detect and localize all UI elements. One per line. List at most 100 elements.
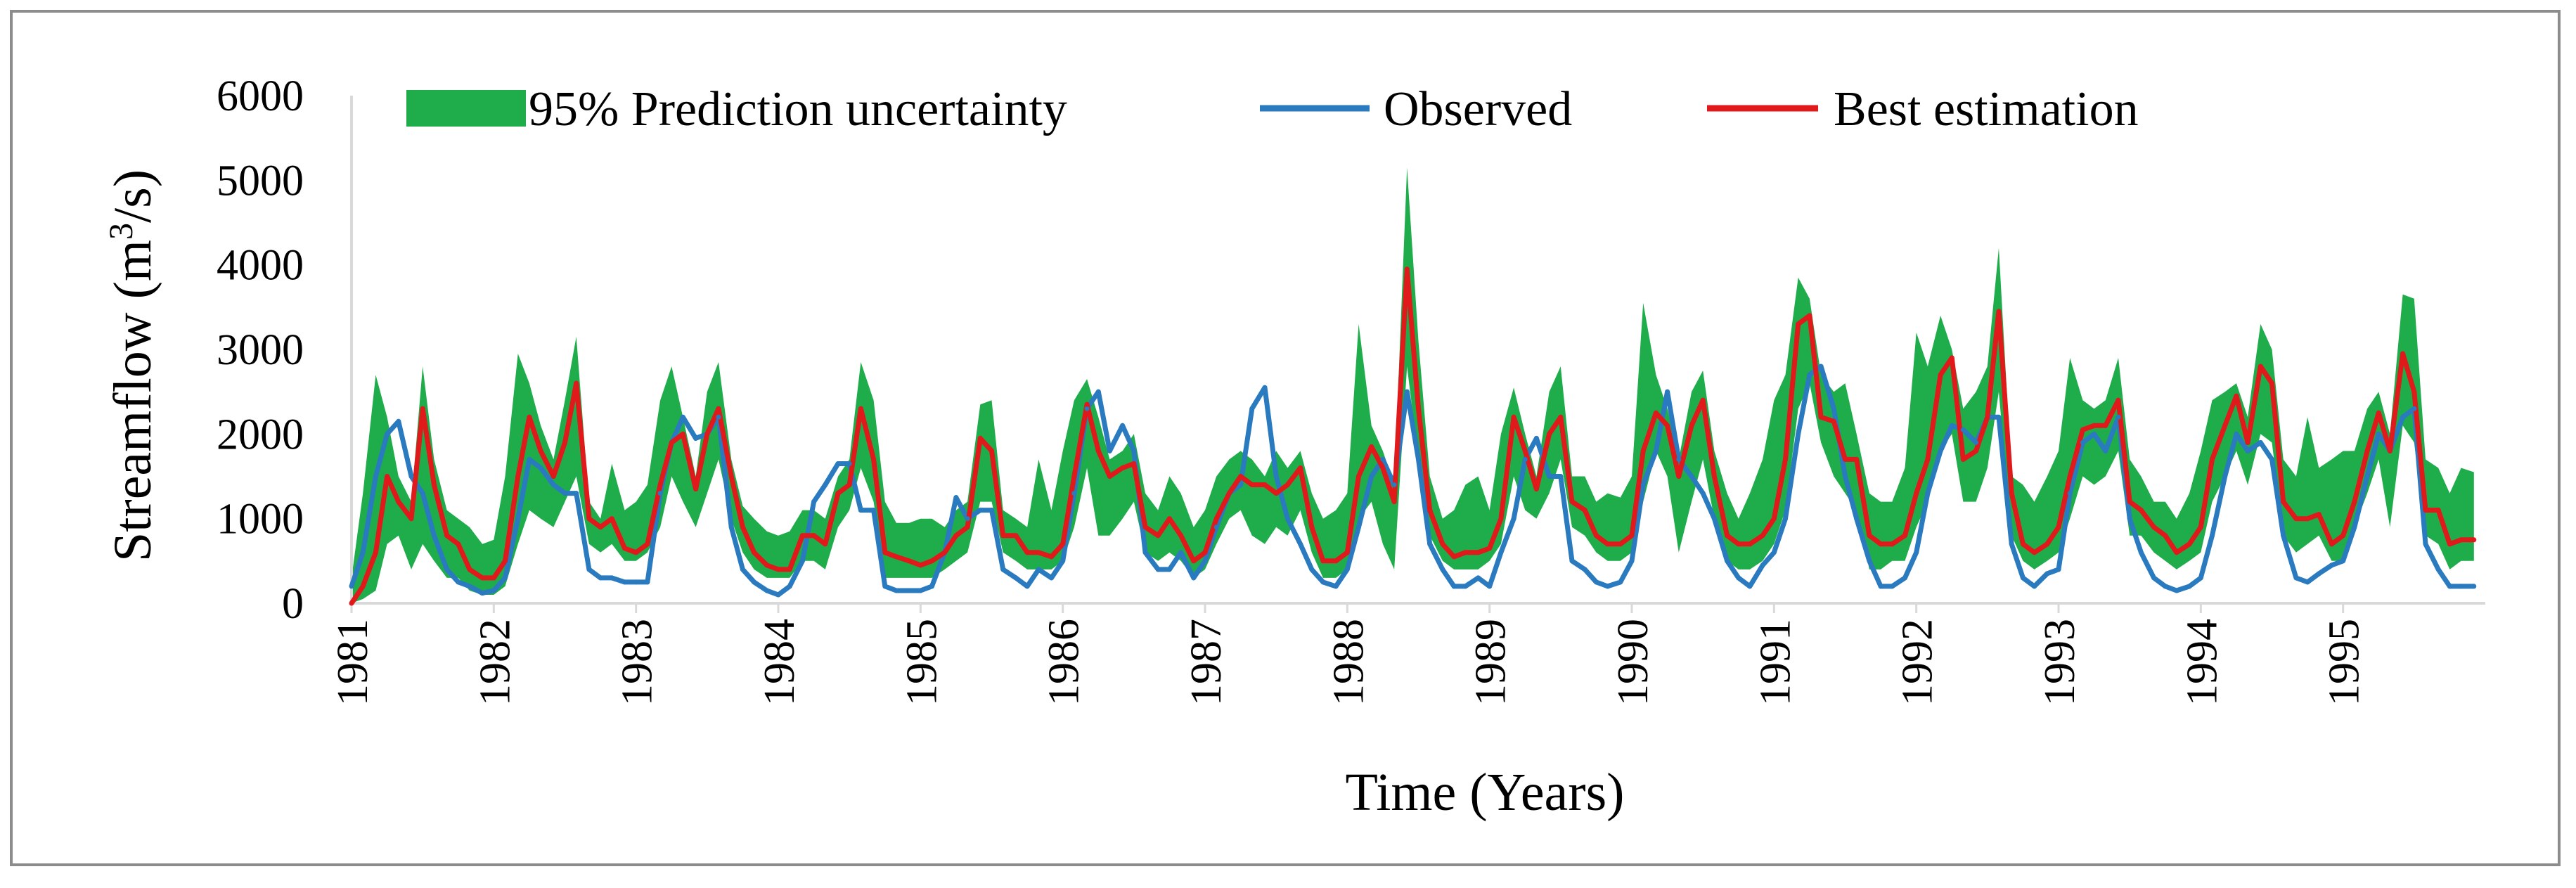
observed-data-point bbox=[1760, 562, 1765, 568]
best-estimation-data-point bbox=[942, 550, 948, 555]
observed-data-point bbox=[2115, 414, 2121, 420]
observed-data-point bbox=[1262, 385, 1268, 390]
best-estimation-data-point bbox=[1818, 414, 1824, 420]
observed-data-point bbox=[2056, 567, 2061, 572]
best-estimation-data-point bbox=[385, 474, 390, 479]
best-estimation-data-point bbox=[1938, 372, 1943, 378]
observed-data-point bbox=[527, 456, 532, 462]
y-tick-label: 6000 bbox=[217, 72, 304, 120]
best-estimation-data-point bbox=[2174, 550, 2179, 555]
best-estimation-data-point bbox=[2329, 541, 2334, 547]
y-tick-label: 0 bbox=[282, 580, 304, 628]
best-estimation-data-point bbox=[2092, 423, 2097, 428]
best-estimation-data-point bbox=[1226, 491, 1232, 496]
observed-data-point bbox=[562, 491, 567, 496]
best-estimation-data-point bbox=[1914, 491, 1919, 496]
best-estimation-data-point bbox=[1796, 321, 1801, 327]
best-estimation-data-point bbox=[431, 482, 437, 487]
observed-data-point bbox=[775, 592, 781, 598]
x-tick-label: 1982 bbox=[471, 619, 519, 706]
best-estimation-data-point bbox=[1725, 533, 1730, 539]
observed-data-point bbox=[2245, 448, 2250, 453]
observed-data-point bbox=[871, 508, 877, 513]
observed-data-point bbox=[2174, 588, 2179, 593]
x-tick-label: 1992 bbox=[1894, 619, 1942, 706]
observed-data-point bbox=[1914, 550, 1919, 555]
observed-data-point bbox=[2281, 533, 2286, 539]
observed-data-point bbox=[1273, 474, 1279, 479]
best-estimation-data-point bbox=[1653, 410, 1659, 416]
best-estimation-data-point bbox=[2293, 516, 2299, 522]
observed-data-point bbox=[1878, 584, 1883, 589]
observed-data-point bbox=[503, 575, 508, 581]
best-estimation-data-point bbox=[1107, 474, 1112, 479]
observed-data-point bbox=[2044, 571, 2050, 577]
best-estimation-data-point bbox=[2222, 423, 2228, 428]
observed-data-point bbox=[2163, 584, 2168, 589]
y-axis-ticks: 0 1000 2000 3000 4000 5000 6000 bbox=[217, 72, 304, 628]
best-estimation-data-point bbox=[1131, 461, 1137, 466]
best-estimation-data-point bbox=[586, 516, 592, 522]
observed-data-point bbox=[1771, 550, 1777, 555]
best-estimation-data-point bbox=[1427, 508, 1433, 513]
observed-data-point bbox=[2210, 533, 2215, 539]
best-estimation-data-point bbox=[1013, 533, 1019, 539]
observed-data-point bbox=[965, 516, 970, 522]
best-estimation-data-point bbox=[2067, 474, 2073, 479]
best-estimation-data-point bbox=[1665, 423, 1670, 428]
y-axis-title-superscript: 3 bbox=[103, 223, 140, 240]
observed-data-point bbox=[1284, 516, 1290, 522]
best-estimation-data-point bbox=[1262, 482, 1268, 487]
best-estimation-data-point bbox=[598, 525, 603, 530]
y-tick-label: 4000 bbox=[217, 242, 304, 290]
observed-data-point bbox=[479, 591, 485, 596]
best-estimation-data-point bbox=[2138, 508, 2144, 513]
best-estimation-data-point bbox=[491, 575, 496, 581]
observed-data-point bbox=[799, 558, 805, 564]
observed-data-point bbox=[1582, 567, 1588, 572]
legend-label-observed: Observed bbox=[1384, 82, 1572, 136]
observed-data-point bbox=[1049, 575, 1054, 581]
best-estimation-data-point bbox=[1889, 541, 1895, 547]
observed-data-point bbox=[1427, 541, 1433, 547]
observed-data-point bbox=[1155, 567, 1161, 572]
best-estimation-data-point bbox=[693, 487, 699, 491]
observed-data-point bbox=[373, 474, 378, 479]
observed-data-point bbox=[1902, 575, 1907, 581]
observed-data-point bbox=[2032, 584, 2037, 589]
observed-data-point bbox=[1142, 550, 1148, 555]
observed-data-point bbox=[2423, 541, 2428, 547]
best-estimation-data-point bbox=[1298, 465, 1303, 470]
best-estimation-data-point bbox=[1451, 554, 1457, 560]
observed-data-point bbox=[598, 575, 603, 581]
best-estimation-data-point bbox=[2020, 541, 2026, 547]
observed-data-point bbox=[2316, 571, 2321, 577]
observed-data-point bbox=[1462, 584, 1468, 589]
best-estimation-data-point bbox=[704, 431, 710, 437]
observed-data-point bbox=[811, 499, 817, 505]
best-estimation-data-point bbox=[1689, 423, 1694, 428]
y-axis-title-suffix: /s) bbox=[103, 169, 162, 223]
observed-data-point bbox=[989, 508, 994, 513]
observed-data-point bbox=[456, 579, 461, 585]
x-tick-label: 1991 bbox=[1751, 619, 1799, 706]
observed-data-point bbox=[787, 584, 792, 589]
best-estimation-data-point bbox=[1498, 516, 1504, 522]
best-estimation-data-point bbox=[1605, 541, 1611, 547]
observed-data-point bbox=[1238, 482, 1244, 487]
observed-data-point bbox=[609, 575, 614, 581]
observed-data-point bbox=[515, 516, 521, 522]
observed-data-point bbox=[1298, 541, 1303, 547]
observed-data-point bbox=[360, 550, 366, 555]
x-tick-label: 1995 bbox=[2321, 619, 2369, 706]
observed-data-point bbox=[1249, 406, 1255, 411]
observed-data-point bbox=[396, 418, 401, 424]
best-estimation-data-point bbox=[1476, 550, 1481, 555]
observed-data-point bbox=[858, 508, 863, 513]
best-estimation-data-point bbox=[1618, 541, 1623, 547]
best-estimation-data-point bbox=[2151, 525, 2157, 530]
best-estimation-data-point bbox=[1320, 558, 1326, 564]
best-estimation-data-point bbox=[479, 575, 485, 581]
observed-data-point bbox=[1013, 575, 1019, 581]
